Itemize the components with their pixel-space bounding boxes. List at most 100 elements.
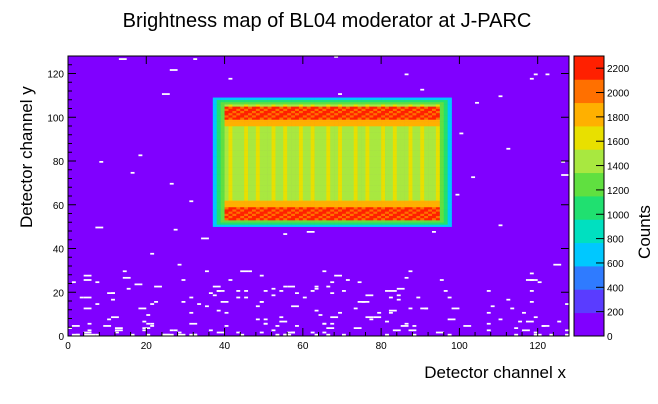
heatmap-cell [263, 191, 268, 195]
x-axis: 0 20 40 60 80 100 120 [65, 56, 570, 352]
heatmap-cell [326, 145, 331, 149]
heatmap-cell [224, 108, 229, 111]
heatmap-cell [267, 196, 272, 199]
heatmap-cell [373, 204, 378, 208]
heatmap-cell [439, 189, 445, 192]
heatmap-cell [298, 126, 304, 129]
heatmap-cell [408, 112, 413, 116]
heatmap-cell [279, 117, 284, 120]
heatmap-cell [357, 132, 362, 136]
heatmap-cell [248, 121, 253, 125]
heatmap-cell [416, 101, 421, 105]
heatmap-cell [310, 211, 315, 214]
heatmap-cell [341, 106, 347, 109]
heatmap-cell [322, 182, 327, 186]
heatmap-cell [236, 191, 241, 195]
heatmap-cell [447, 187, 452, 190]
heatmap-cell [396, 154, 401, 157]
heatmap-cell [361, 119, 366, 122]
heatmap-cell [232, 165, 237, 168]
heatmap-cell [341, 209, 347, 212]
heatmap-cell [330, 104, 335, 107]
heatmap-cell [263, 132, 268, 136]
heatmap-cell [349, 204, 355, 208]
heatmap-cell [216, 147, 221, 151]
heatmap-cell [334, 115, 339, 118]
heatmap-cell [428, 224, 433, 227]
heatmap-cell [416, 130, 421, 133]
heatmap-cell [338, 224, 343, 227]
heatmap-cell [314, 128, 319, 131]
heatmap-cell [447, 167, 452, 171]
heatmap-cell [279, 217, 284, 221]
heatmap-cell [345, 215, 351, 219]
heatmap-cell [349, 128, 355, 131]
heatmap-cell [314, 99, 319, 103]
heatmap-cell [244, 176, 249, 179]
heatmap-cell [369, 123, 374, 127]
heatmap-cell [259, 108, 264, 111]
heatmap-cell [424, 128, 429, 131]
heatmap-cell [306, 217, 311, 221]
heatmap-cell [353, 167, 358, 171]
heatmap-cell [412, 156, 417, 160]
heatmap-cell [439, 211, 445, 214]
heatmap-cell [388, 167, 394, 171]
heatmap-cell [232, 185, 237, 188]
heatmap-cell [232, 126, 237, 129]
heatmap-cell [306, 126, 311, 129]
heatmap-cell [416, 193, 421, 197]
heatmap-cell [432, 189, 437, 192]
heatmap-cell [232, 196, 237, 199]
heatmap-cell [377, 161, 382, 164]
noise-pixel [408, 307, 413, 310]
heatmap-cell [271, 174, 276, 177]
heatmap-cell [279, 110, 284, 114]
heatmap-cell [236, 150, 241, 153]
heatmap-cell [248, 143, 253, 146]
heatmap-cell [396, 178, 401, 181]
heatmap-cell [432, 167, 437, 171]
heatmap-cell [224, 115, 229, 118]
heatmap-cell [220, 154, 225, 157]
heatmap-cell [396, 117, 401, 120]
noise-pixel [283, 233, 288, 235]
heatmap-cell [298, 182, 304, 186]
heatmap-cell [275, 152, 280, 155]
heatmap-cell [408, 178, 413, 181]
heatmap-cell [392, 222, 398, 225]
heatmap-cell [396, 169, 401, 173]
heatmap-cell [424, 147, 429, 151]
heatmap-cell [432, 209, 437, 212]
heatmap-cell [416, 176, 421, 179]
noise-pixel [181, 301, 186, 303]
heatmap-cell [236, 206, 241, 210]
heatmap-cell [291, 165, 296, 168]
heatmap-cell [377, 165, 382, 168]
heatmap-cell [322, 123, 327, 127]
heatmap-cell [334, 126, 339, 129]
heatmap-cell [428, 189, 433, 192]
heatmap-cell [400, 115, 405, 118]
heatmap-cell [291, 117, 296, 120]
heatmap-cell [377, 163, 382, 166]
heatmap-cell [291, 108, 296, 111]
heatmap-cell [228, 112, 233, 116]
heatmap-cell [330, 200, 335, 203]
heatmap-cell [255, 224, 261, 227]
heatmap-cell [224, 224, 229, 227]
heatmap-cell [435, 217, 441, 221]
heatmap-cell [338, 161, 343, 164]
heatmap-cell [377, 139, 382, 142]
heatmap-cell [349, 112, 355, 116]
heatmap-cell [369, 176, 374, 179]
heatmap-cell [251, 204, 257, 208]
heatmap-cell [326, 187, 331, 190]
heatmap-cell [443, 182, 448, 186]
heatmap-cell [271, 130, 276, 133]
heatmap-cell [341, 130, 347, 133]
heatmap-cell [287, 145, 292, 149]
heatmap-cell [381, 180, 386, 184]
heatmap-cell [263, 163, 268, 166]
heatmap-cell [420, 171, 425, 175]
